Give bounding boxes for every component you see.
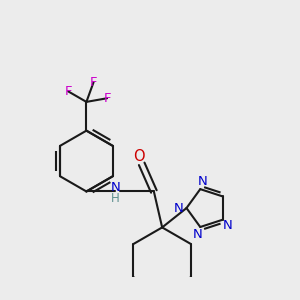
Text: O: O <box>133 148 145 164</box>
Text: F: F <box>64 85 72 98</box>
Text: H: H <box>111 192 119 205</box>
Text: N: N <box>198 175 208 188</box>
Text: N: N <box>110 181 120 194</box>
Text: N: N <box>193 228 202 241</box>
Text: N: N <box>223 219 233 232</box>
Text: N: N <box>174 202 184 214</box>
Text: F: F <box>103 92 111 105</box>
Text: F: F <box>90 76 97 88</box>
